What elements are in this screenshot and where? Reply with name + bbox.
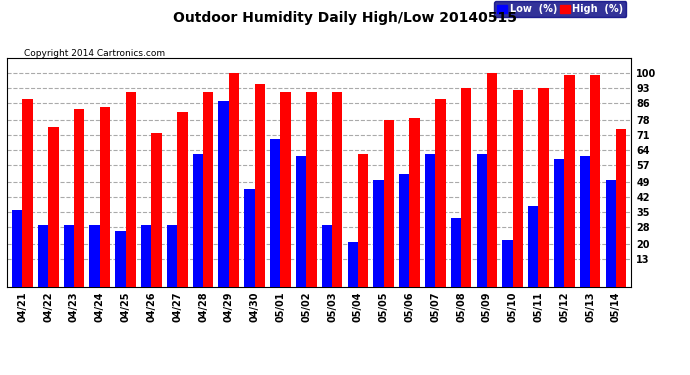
Bar — [296, 156, 306, 287]
Bar — [280, 92, 290, 287]
Bar — [528, 206, 538, 287]
Text: Copyright 2014 Cartronics.com: Copyright 2014 Cartronics.com — [24, 49, 166, 58]
Bar — [425, 154, 435, 287]
Bar — [177, 112, 188, 287]
Bar — [141, 225, 151, 287]
Bar — [606, 180, 616, 287]
Bar — [332, 92, 342, 287]
Bar — [513, 90, 523, 287]
Bar — [219, 101, 229, 287]
Bar — [48, 126, 59, 287]
Bar — [461, 88, 471, 287]
Legend: Low  (%), High  (%): Low (%), High (%) — [494, 1, 627, 17]
Bar — [270, 140, 280, 287]
Bar — [115, 231, 126, 287]
Bar — [384, 120, 394, 287]
Bar — [203, 92, 213, 287]
Bar — [538, 88, 549, 287]
Bar — [100, 107, 110, 287]
Bar — [409, 118, 420, 287]
Bar — [348, 242, 358, 287]
Bar — [255, 84, 265, 287]
Bar — [451, 219, 461, 287]
Bar — [399, 174, 409, 287]
Bar — [564, 75, 575, 287]
Bar — [126, 92, 136, 287]
Bar — [90, 225, 100, 287]
Bar — [487, 73, 497, 287]
Bar — [193, 154, 203, 287]
Bar — [580, 156, 590, 287]
Bar — [151, 133, 161, 287]
Bar — [22, 99, 32, 287]
Bar — [616, 129, 627, 287]
Bar — [435, 99, 446, 287]
Bar — [167, 225, 177, 287]
Bar — [306, 92, 317, 287]
Text: Outdoor Humidity Daily High/Low 20140515: Outdoor Humidity Daily High/Low 20140515 — [173, 11, 517, 25]
Bar — [74, 110, 84, 287]
Bar — [322, 225, 332, 287]
Bar — [244, 189, 255, 287]
Bar — [502, 240, 513, 287]
Bar — [373, 180, 384, 287]
Bar — [554, 159, 564, 287]
Bar — [38, 225, 48, 287]
Bar — [12, 210, 22, 287]
Bar — [358, 154, 368, 287]
Bar — [477, 154, 487, 287]
Bar — [229, 73, 239, 287]
Bar — [590, 75, 600, 287]
Bar — [63, 225, 74, 287]
